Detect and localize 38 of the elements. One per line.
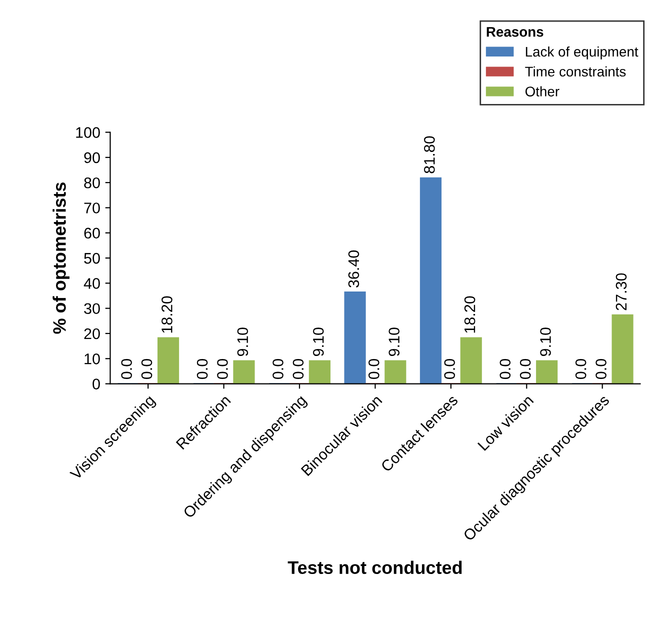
data-label: 9.10	[237, 328, 248, 356]
data-label: 0.0	[196, 358, 208, 380]
data-label: 0.0	[272, 358, 284, 380]
y-tick-label: 20	[84, 328, 100, 340]
data-label: 0.0	[292, 358, 304, 380]
data-label: 0.0	[520, 358, 531, 380]
y-tick-label: 40	[84, 278, 100, 289]
legend-label: Lack of equipment	[526, 46, 638, 60]
y-tick-label: 90	[84, 152, 100, 164]
data-label: 0.0	[217, 358, 228, 380]
data-label: 0.0	[121, 358, 132, 380]
legend-title: Reasons	[486, 27, 544, 37]
data-label: 0.0	[141, 358, 152, 380]
data-label: 9.10	[540, 328, 551, 356]
y-tick-label: 100	[76, 127, 100, 138]
data-label: 9.10	[388, 328, 400, 356]
data-label: 0.0	[444, 358, 456, 380]
y-axis-title: % of optometrists	[52, 182, 70, 334]
data-label: 0.0	[575, 358, 586, 380]
y-tick-label: 0	[92, 378, 100, 390]
y-tick-label: 60	[84, 228, 100, 239]
legend-label: Time constraints	[525, 66, 626, 77]
data-label: 81.80	[424, 136, 435, 174]
data-label: 0.0	[596, 358, 606, 380]
data-label: 36.40	[348, 250, 360, 288]
y-tick-label: 70	[84, 202, 100, 214]
data-label: 27.30	[616, 273, 627, 310]
data-label: 18.20	[464, 296, 476, 333]
data-label: 9.10	[312, 328, 324, 356]
y-tick-label: 80	[84, 177, 100, 188]
data-label: 0.0	[368, 358, 380, 380]
data-label: 18.20	[162, 296, 172, 333]
x-axis-title: Tests not conducted	[288, 560, 462, 574]
legend-label: Other	[525, 86, 560, 96]
y-tick-label: 10	[84, 353, 100, 364]
data-label: 0.0	[500, 358, 511, 380]
y-tick-label: 30	[84, 303, 100, 314]
y-tick-label: 50	[84, 252, 100, 264]
